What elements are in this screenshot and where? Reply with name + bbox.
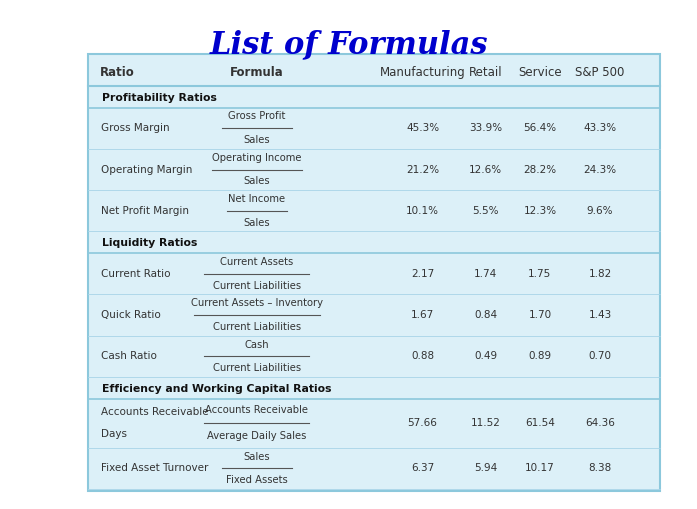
Text: 43.3%: 43.3% bbox=[583, 123, 617, 133]
Text: Accounts Receivable: Accounts Receivable bbox=[102, 407, 209, 417]
Text: Liquidity Ratios: Liquidity Ratios bbox=[102, 238, 198, 248]
Text: 1.70: 1.70 bbox=[528, 310, 551, 320]
Text: Net Profit Margin: Net Profit Margin bbox=[102, 206, 190, 216]
Text: 1.43: 1.43 bbox=[588, 310, 611, 320]
Text: Profitability Ratios: Profitability Ratios bbox=[102, 93, 217, 103]
Text: Current Ratio: Current Ratio bbox=[102, 269, 171, 279]
Text: 12.6%: 12.6% bbox=[469, 164, 502, 175]
Text: Current Liabilities: Current Liabilities bbox=[213, 280, 301, 291]
Text: Days: Days bbox=[102, 429, 128, 439]
Text: Current Liabilities: Current Liabilities bbox=[213, 322, 301, 332]
Text: Sales: Sales bbox=[243, 218, 270, 228]
Text: Retail: Retail bbox=[468, 66, 503, 78]
Text: Sales: Sales bbox=[243, 135, 270, 145]
Text: 8.38: 8.38 bbox=[588, 463, 611, 473]
Text: 10.17: 10.17 bbox=[525, 463, 555, 473]
Text: 9.6%: 9.6% bbox=[587, 206, 613, 216]
Text: 33.9%: 33.9% bbox=[469, 123, 502, 133]
Text: 12.3%: 12.3% bbox=[523, 206, 556, 216]
Text: Net Income: Net Income bbox=[228, 194, 285, 204]
Text: Current Liabilities: Current Liabilities bbox=[213, 363, 301, 373]
Text: Efficiency and Working Capital Ratios: Efficiency and Working Capital Ratios bbox=[102, 384, 332, 394]
Text: 1.67: 1.67 bbox=[411, 310, 434, 320]
Text: 64.36: 64.36 bbox=[585, 418, 615, 428]
Text: 0.88: 0.88 bbox=[411, 351, 434, 361]
Text: Quick Ratio: Quick Ratio bbox=[102, 310, 161, 320]
Text: Operating Income: Operating Income bbox=[212, 153, 302, 163]
Text: 5.5%: 5.5% bbox=[473, 206, 499, 216]
Text: List of Formulas: List of Formulas bbox=[209, 29, 488, 60]
Text: Fixed Assets: Fixed Assets bbox=[226, 475, 288, 485]
Text: 1.82: 1.82 bbox=[588, 269, 611, 279]
Text: Cash: Cash bbox=[245, 340, 269, 350]
Text: Manufacturing: Manufacturing bbox=[380, 66, 466, 78]
Text: Cash Ratio: Cash Ratio bbox=[102, 351, 158, 361]
Text: 0.89: 0.89 bbox=[528, 351, 551, 361]
Text: S&P 500: S&P 500 bbox=[575, 66, 625, 78]
Text: Operating Margin: Operating Margin bbox=[102, 164, 193, 175]
Text: 56.4%: 56.4% bbox=[523, 123, 556, 133]
Text: Ratio: Ratio bbox=[100, 66, 135, 78]
Text: Formula: Formula bbox=[230, 66, 284, 78]
Text: 0.84: 0.84 bbox=[474, 310, 497, 320]
Text: 24.3%: 24.3% bbox=[583, 164, 617, 175]
Text: Current Assets – Inventory: Current Assets – Inventory bbox=[191, 298, 323, 308]
Text: Gross Profit: Gross Profit bbox=[228, 111, 286, 122]
Text: Current Assets: Current Assets bbox=[220, 257, 293, 267]
Text: 1.74: 1.74 bbox=[474, 269, 497, 279]
Text: 1.75: 1.75 bbox=[528, 269, 551, 279]
Text: Sales: Sales bbox=[243, 176, 270, 186]
Text: 0.70: 0.70 bbox=[588, 351, 611, 361]
Text: 28.2%: 28.2% bbox=[523, 164, 556, 175]
Text: 10.1%: 10.1% bbox=[406, 206, 439, 216]
Text: 45.3%: 45.3% bbox=[406, 123, 439, 133]
Bar bbox=[88, 54, 660, 491]
Text: 6.37: 6.37 bbox=[411, 463, 434, 473]
Text: 61.54: 61.54 bbox=[525, 418, 555, 428]
Text: Sales: Sales bbox=[243, 451, 270, 462]
Text: 57.66: 57.66 bbox=[408, 418, 438, 428]
Text: Accounts Receivable: Accounts Receivable bbox=[205, 405, 308, 415]
Text: 0.49: 0.49 bbox=[474, 351, 497, 361]
Text: Fixed Asset Turnover: Fixed Asset Turnover bbox=[102, 463, 209, 473]
Text: Service: Service bbox=[518, 66, 562, 78]
Text: 2.17: 2.17 bbox=[411, 269, 434, 279]
Text: Gross Margin: Gross Margin bbox=[102, 123, 170, 133]
Text: Average Daily Sales: Average Daily Sales bbox=[207, 431, 307, 441]
Text: 21.2%: 21.2% bbox=[406, 164, 439, 175]
Text: 11.52: 11.52 bbox=[470, 418, 500, 428]
Text: 5.94: 5.94 bbox=[474, 463, 497, 473]
